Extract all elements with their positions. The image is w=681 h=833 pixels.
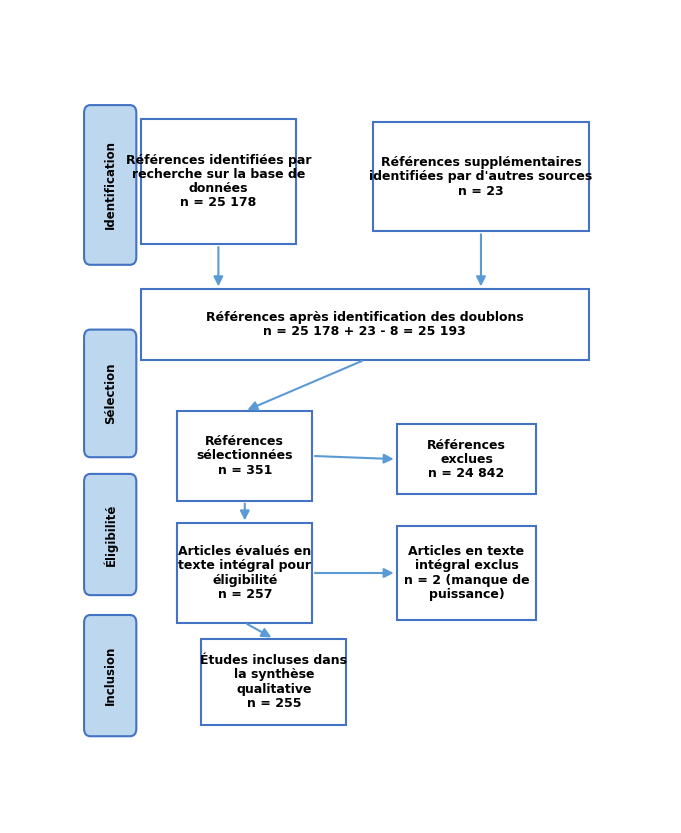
Text: Références supplémentaires: Références supplémentaires — [381, 157, 582, 169]
FancyBboxPatch shape — [140, 289, 589, 360]
Text: Références identifiées par: Références identifiées par — [125, 154, 311, 167]
FancyBboxPatch shape — [84, 615, 136, 736]
FancyBboxPatch shape — [373, 122, 589, 232]
Text: Références: Références — [206, 436, 284, 448]
Text: exclues: exclues — [440, 452, 493, 466]
FancyBboxPatch shape — [84, 105, 136, 265]
Text: Inclusion: Inclusion — [104, 646, 116, 706]
Text: n = 257: n = 257 — [217, 587, 272, 601]
Text: n = 23: n = 23 — [458, 185, 504, 197]
Text: n = 25 178 + 23 - 8 = 25 193: n = 25 178 + 23 - 8 = 25 193 — [264, 325, 466, 338]
Text: éligibilité: éligibilité — [212, 574, 277, 586]
FancyBboxPatch shape — [178, 411, 312, 501]
Text: Sélection: Sélection — [104, 362, 116, 424]
Text: Études incluses dans: Études incluses dans — [200, 655, 347, 667]
Text: qualitative: qualitative — [236, 682, 311, 696]
Text: n = 2 (manque de: n = 2 (manque de — [404, 574, 529, 586]
FancyBboxPatch shape — [84, 474, 136, 595]
Text: Références après identification des doublons: Références après identification des doub… — [206, 311, 524, 324]
Text: texte intégral pour: texte intégral pour — [178, 560, 311, 572]
Text: intégral exclus: intégral exclus — [415, 560, 518, 572]
FancyBboxPatch shape — [396, 424, 537, 495]
FancyBboxPatch shape — [84, 330, 136, 457]
Text: Articles évalués en: Articles évalués en — [178, 546, 311, 558]
FancyBboxPatch shape — [178, 523, 312, 623]
FancyBboxPatch shape — [140, 119, 296, 244]
Text: données: données — [189, 182, 248, 195]
FancyBboxPatch shape — [396, 526, 537, 620]
Text: n = 25 178: n = 25 178 — [180, 197, 257, 209]
FancyBboxPatch shape — [202, 639, 347, 726]
Text: n = 24 842: n = 24 842 — [428, 466, 505, 480]
Text: Articles en texte: Articles en texte — [409, 546, 524, 558]
Text: Éligibilité: Éligibilité — [103, 503, 117, 566]
Text: recherche sur la base de: recherche sur la base de — [131, 168, 305, 182]
Text: puissance): puissance) — [428, 587, 505, 601]
Text: Références: Références — [427, 438, 506, 451]
Text: Identification: Identification — [104, 141, 116, 229]
Text: sélectionnées: sélectionnées — [197, 450, 293, 462]
Text: n = 351: n = 351 — [218, 463, 272, 476]
Text: identifiées par d'autres sources: identifiées par d'autres sources — [369, 171, 592, 183]
Text: n = 255: n = 255 — [247, 696, 301, 710]
Text: la synthèse: la synthèse — [234, 669, 314, 681]
